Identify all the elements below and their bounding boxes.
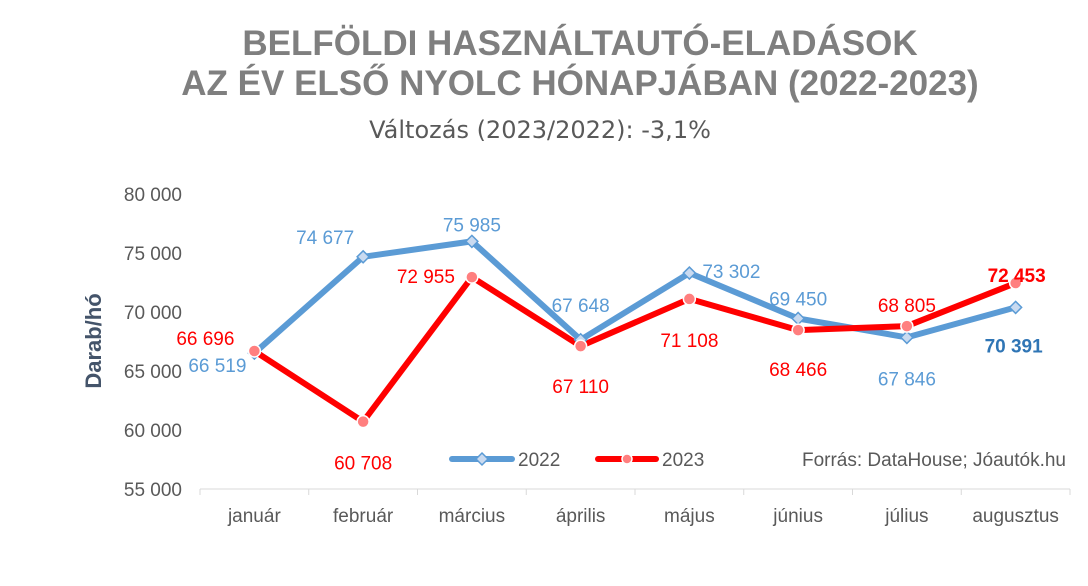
x-tick-label: június bbox=[772, 506, 823, 527]
y-tick-label: 75 000 bbox=[124, 244, 182, 265]
data-label-2023: 67 110 bbox=[552, 377, 609, 398]
marker-2023 bbox=[791, 323, 805, 337]
y-axis-label: Darab/hó bbox=[81, 293, 106, 388]
legend-marker-2023 bbox=[621, 453, 633, 465]
chart-subtitle: Változás (2023/2022): -3,1% bbox=[369, 116, 711, 144]
data-label-2022: 67 648 bbox=[552, 296, 610, 317]
x-tick-label: március bbox=[439, 506, 506, 527]
chart-title-line1: BELFÖLDI HASZNÁLTAUTÓ-ELADÁSOK bbox=[242, 24, 918, 63]
marker-2022 bbox=[464, 234, 479, 249]
x-tick-label: augusztus bbox=[972, 506, 1059, 527]
y-tick-label: 60 000 bbox=[124, 421, 182, 442]
marker-2022 bbox=[1008, 300, 1023, 315]
marker-2023 bbox=[682, 292, 697, 306]
marker-2022 bbox=[682, 265, 697, 281]
marker-2023 bbox=[900, 319, 914, 333]
y-tick-label: 55 000 bbox=[124, 480, 182, 501]
source-note: Forrás: DataHouse; Jóautók.hu bbox=[802, 450, 1066, 471]
data-labels: 66 519 74 677 75 985 67 648 73 302 69 450 67 8… bbox=[176, 215, 1045, 474]
y-tick-label: 65 000 bbox=[124, 362, 182, 383]
data-label-2023: 71 108 bbox=[660, 331, 718, 352]
data-label-2022: 66 519 bbox=[188, 356, 246, 377]
data-label-2023: 66 696 bbox=[176, 329, 234, 350]
legend: 2022 2023 bbox=[449, 450, 704, 471]
y-axis: 55 000 60 000 65 000 70 000 75 000 80 000 bbox=[124, 185, 182, 501]
x-tick-label: február bbox=[333, 506, 394, 527]
data-label-2023: 68 466 bbox=[769, 360, 827, 381]
data-label-2022: 69 450 bbox=[769, 289, 827, 310]
data-label-2022: 74 677 bbox=[296, 228, 354, 249]
marker-2023 bbox=[573, 339, 588, 353]
y-tick-label: 80 000 bbox=[124, 185, 182, 206]
y-tick-label: 70 000 bbox=[124, 303, 182, 324]
marker-2022 bbox=[899, 330, 914, 345]
data-label-2023: 72 955 bbox=[397, 267, 455, 288]
legend-label-2023: 2023 bbox=[662, 450, 704, 471]
x-axis: január február március április május június jú… bbox=[199, 488, 1071, 527]
chart-title-line2: AZ ÉV ELSŐ NYOLC HÓNAPJÁBAN (2022-2023) bbox=[181, 64, 979, 103]
data-label-2022: 67 846 bbox=[878, 369, 936, 390]
data-label-2023: 72 453 bbox=[988, 266, 1046, 287]
x-tick-label: július bbox=[884, 506, 928, 527]
series-lines bbox=[251, 238, 1019, 425]
data-label-2022: 75 985 bbox=[443, 215, 501, 236]
x-tick-label: április bbox=[556, 506, 606, 527]
series-line-2023 bbox=[251, 274, 1019, 425]
marker-2023 bbox=[356, 414, 370, 429]
marker-2023 bbox=[465, 270, 479, 284]
series-markers bbox=[247, 234, 1023, 429]
series-line-2022 bbox=[251, 238, 1019, 357]
data-label-2023: 68 805 bbox=[878, 296, 936, 317]
data-label-2022: 73 302 bbox=[702, 262, 760, 283]
legend-marker-2022 bbox=[474, 451, 490, 467]
x-tick-label: január bbox=[227, 506, 281, 527]
legend-label-2022: 2022 bbox=[518, 450, 560, 471]
data-label-2022: 70 391 bbox=[985, 336, 1044, 357]
data-label-2023: 60 708 bbox=[334, 454, 392, 475]
marker-2022 bbox=[356, 249, 371, 264]
x-tick-label: május bbox=[664, 506, 715, 527]
marker-2023 bbox=[247, 344, 262, 358]
marker-2023 bbox=[1008, 276, 1023, 290]
